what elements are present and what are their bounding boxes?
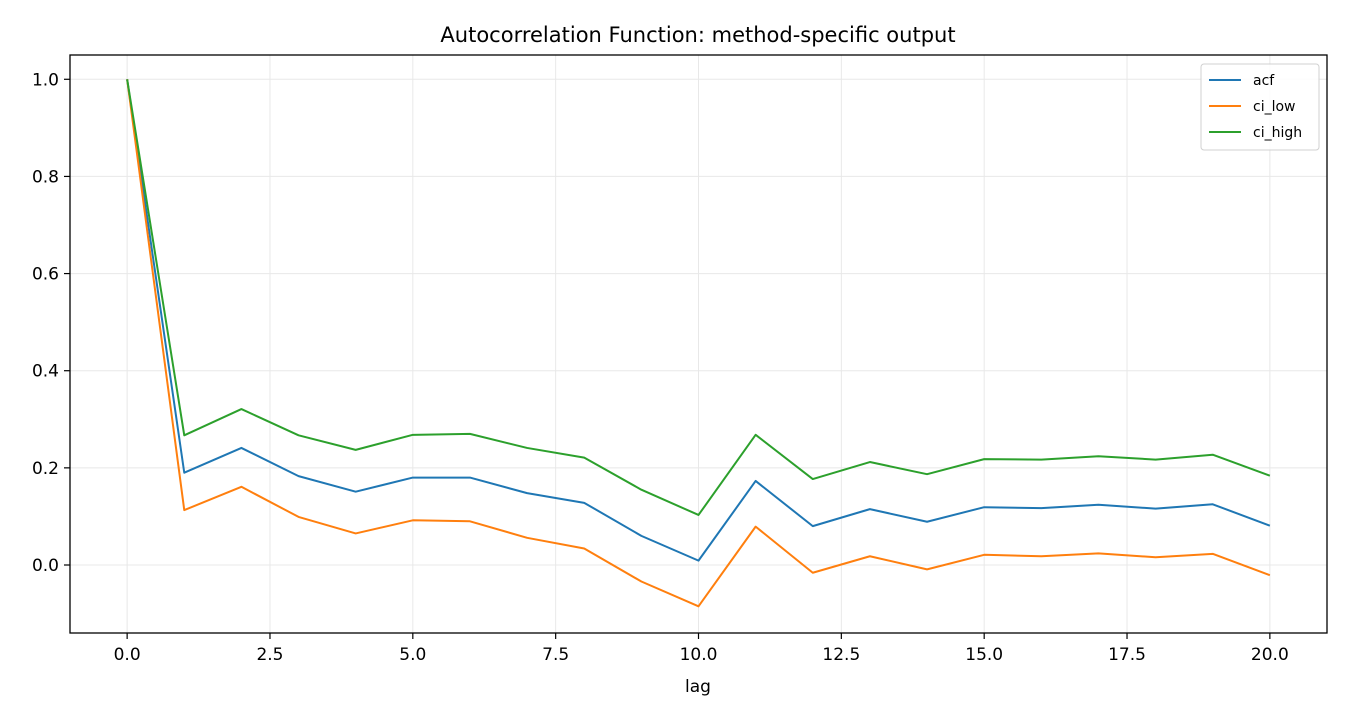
legend-label-ci-high: ci_high xyxy=(1253,125,1302,141)
y-tick-label: 0.6 xyxy=(32,265,59,285)
x-tick-label: 0.0 xyxy=(114,645,141,665)
x-tick-label: 7.5 xyxy=(542,645,569,665)
legend-box xyxy=(1200,63,1320,151)
chart-title: Autocorrelation Function: method-specifi… xyxy=(440,23,955,47)
grid xyxy=(70,55,1327,633)
x-tick-label: 15.0 xyxy=(965,645,1003,665)
series-line-ci-low xyxy=(126,79,1271,608)
y-tick-label: 0.4 xyxy=(32,362,59,382)
legend: acf ci_low ci_high xyxy=(1200,63,1320,151)
x-tick-label: 2.5 xyxy=(256,645,283,665)
axis-ticks: 0.0 2.5 5.0 7.5 10.0 12.5 15.0 17.5 20.0 0.0 0.2 0.… xyxy=(32,70,1289,665)
y-tick-label: 0.8 xyxy=(32,167,59,187)
x-tick-label: 5.0 xyxy=(399,645,426,665)
series-lines xyxy=(126,79,1271,608)
x-axis-label: lag xyxy=(685,677,711,697)
legend-label-acf: acf xyxy=(1253,73,1275,89)
y-tick-label: 0.0 xyxy=(32,556,59,576)
y-tick-label: 0.2 xyxy=(32,459,59,479)
x-tick-label: 20.0 xyxy=(1251,645,1289,665)
series-line-acf xyxy=(126,79,1271,562)
series-line-ci-high xyxy=(126,79,1271,516)
x-tick-label: 12.5 xyxy=(822,645,860,665)
x-tick-label: 10.0 xyxy=(680,645,718,665)
x-tick-label: 17.5 xyxy=(1108,645,1146,665)
y-tick-label: 1.0 xyxy=(32,70,59,90)
legend-label-ci-low: ci_low xyxy=(1253,99,1296,115)
